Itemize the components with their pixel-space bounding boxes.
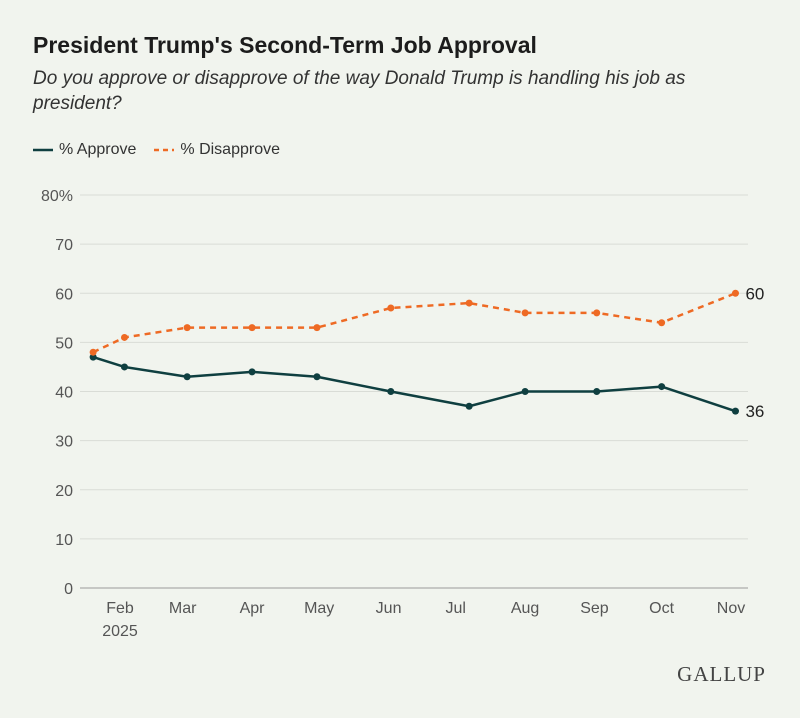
legend-label-approve: % Approve [59,141,137,158]
x-tick-label: Apr [240,600,266,617]
end-label-disapprove: 60 [745,284,764,303]
x-tick-sublabel: 2025 [102,623,138,640]
y-tick-label: 30 [55,434,73,451]
data-point-disapprove [658,319,666,327]
chart-subtitle: Do you approve or disapprove of the way … [33,68,686,114]
series-line-approve [92,355,736,413]
data-point-approve [89,353,97,361]
data-point-disapprove [387,304,395,312]
data-point-approve [465,402,473,410]
legend-swatch-approve [33,148,53,152]
data-point-approve [658,383,666,391]
data-point-disapprove [248,324,256,332]
x-tick-label: Sep [580,600,609,617]
series-line-disapprove [92,292,736,354]
data-point-disapprove [593,309,601,317]
data-point-approve [313,373,321,381]
chart-title: President Trump's Second-Term Job Approv… [33,32,537,58]
data-point-approve [248,368,256,376]
y-tick-label: 80% [41,188,73,205]
y-tick-label: 70 [55,237,73,254]
legend-swatch-disapprove [154,148,175,152]
x-tick-label: May [304,600,334,617]
x-tick-label: Jul [445,600,465,617]
legend: % Approve % Disapprove [33,141,280,159]
data-point-approve [387,388,395,395]
y-tick-label: 20 [55,483,73,500]
y-tick-label: 60 [55,286,73,303]
data-point-approve [521,388,529,395]
x-tick-label: Mar [169,600,197,617]
gallup-logo: GALLUP [677,662,766,686]
y-tick-label: 10 [55,532,73,549]
data-point-disapprove [89,348,97,356]
legend-label-disapprove: % Disapprove [180,141,280,158]
data-point-disapprove [313,324,321,332]
data-point-disapprove [183,324,191,332]
data-point-disapprove [465,299,473,307]
x-tick-label: Oct [649,600,674,617]
data-point-disapprove [120,333,128,341]
data-point-approve [593,388,601,395]
data-point-approve [731,407,739,415]
end-label-approve: 36 [745,402,764,421]
legend-item-approve: % Approve [33,141,136,159]
y-tick-label: 50 [55,335,73,352]
x-tick-label: Aug [511,600,539,617]
y-tick-label: 40 [55,385,73,402]
legend-item-disapprove: % Disapprove [154,141,280,159]
data-point-approve [120,363,128,371]
data-point-approve [183,373,191,381]
x-tick-label: Jun [376,600,402,617]
x-tick-label: Feb [106,600,134,617]
x-tick-label: Nov [717,600,745,617]
data-point-disapprove [521,309,529,317]
y-tick-label: 0 [64,581,73,598]
data-point-disapprove [731,289,739,297]
